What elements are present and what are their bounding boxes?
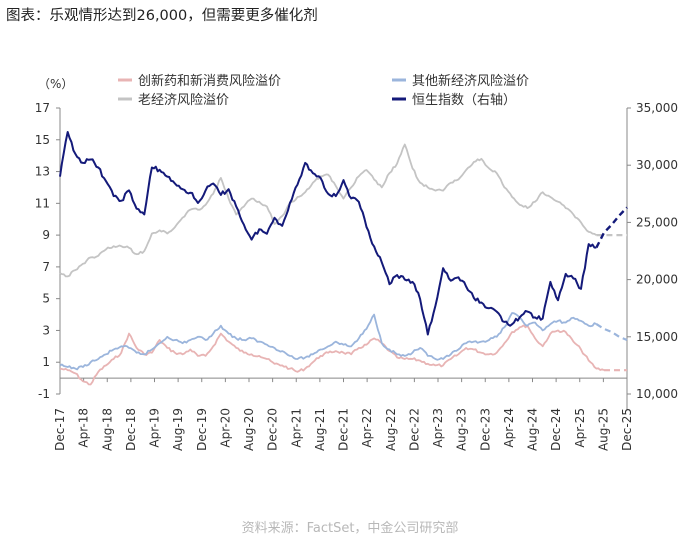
- right-tick-label: 15,000: [636, 330, 678, 344]
- x-tick-label: Dec-19: [195, 408, 209, 451]
- right-tick-label: 25,000: [636, 215, 678, 229]
- source-note: 资料来源：FactSet，中金公司研究部: [241, 521, 459, 536]
- axes-layer: -1135791113151710,00015,00020,00025,0003…: [35, 101, 678, 451]
- x-tick-label: Aug-25: [596, 408, 610, 451]
- right-tick-label: 20,000: [636, 273, 678, 287]
- left-axis-unit-label: （%）: [38, 77, 73, 91]
- legend-label: 老经济风险溢价: [138, 93, 229, 108]
- x-tick-label: Aug-22: [384, 408, 398, 451]
- x-tick-label: Aug-19: [171, 408, 185, 451]
- left-tick-label: 3: [42, 323, 50, 337]
- x-tick-label: Dec-25: [620, 408, 634, 451]
- series-line: [59, 312, 597, 371]
- x-tick-label: Dec-24: [549, 408, 563, 451]
- x-tick-label: Dec-20: [266, 408, 280, 451]
- x-tick-label: Apr-20: [218, 408, 232, 448]
- x-tick-label: Aug-18: [100, 408, 114, 451]
- x-tick-label: Dec-21: [337, 408, 351, 451]
- x-tick-label: Aug-23: [455, 408, 469, 451]
- x-tick-label: Aug-20: [242, 408, 256, 451]
- x-tick-label: Apr-22: [360, 408, 374, 448]
- series-line: [59, 324, 605, 386]
- x-tick-label: Dec-17: [53, 408, 67, 451]
- series-layer: [59, 131, 628, 386]
- left-tick-label: 1: [42, 355, 50, 369]
- page-title: 图表：乐观情形达到26,000，但需要更多催化剂: [6, 8, 318, 24]
- right-tick-label: 10,000: [636, 387, 678, 401]
- x-tick-label: Dec-23: [478, 408, 492, 451]
- x-tick-label: Apr-23: [431, 408, 445, 448]
- legend-label: 恒生指数（右轴）: [412, 93, 516, 108]
- series-line: [59, 131, 597, 336]
- x-tick-label: Apr-24: [502, 408, 516, 448]
- left-tick-label: 9: [42, 228, 50, 242]
- left-tick-label: 13: [35, 165, 50, 179]
- left-tick-label: 17: [35, 101, 50, 115]
- x-tick-label: Apr-21: [289, 408, 303, 448]
- series-line: [59, 143, 597, 278]
- x-tick-label: Dec-22: [407, 408, 421, 451]
- legend-label: 其他新经济风险溢价: [412, 73, 529, 89]
- x-tick-label: Aug-24: [526, 408, 540, 451]
- x-tick-label: Aug-21: [313, 408, 327, 451]
- left-tick-label: 7: [42, 260, 50, 274]
- right-tick-label: 30,000: [636, 158, 678, 172]
- left-tick-label: 5: [42, 292, 50, 306]
- left-tick-label: 15: [35, 133, 50, 147]
- legend-label: 创新药和新消费风险溢价: [138, 73, 281, 89]
- x-tick-label: Apr-19: [148, 408, 162, 448]
- right-tick-label: 35,000: [636, 101, 678, 115]
- series-projection-line: [595, 323, 628, 342]
- left-tick-label: -1: [38, 387, 50, 401]
- left-tick-label: 11: [35, 196, 50, 210]
- x-tick-label: Dec-18: [124, 408, 138, 451]
- x-tick-label: Apr-18: [77, 408, 91, 448]
- series-projection-line: [595, 206, 628, 249]
- x-tick-label: Apr-25: [573, 408, 587, 448]
